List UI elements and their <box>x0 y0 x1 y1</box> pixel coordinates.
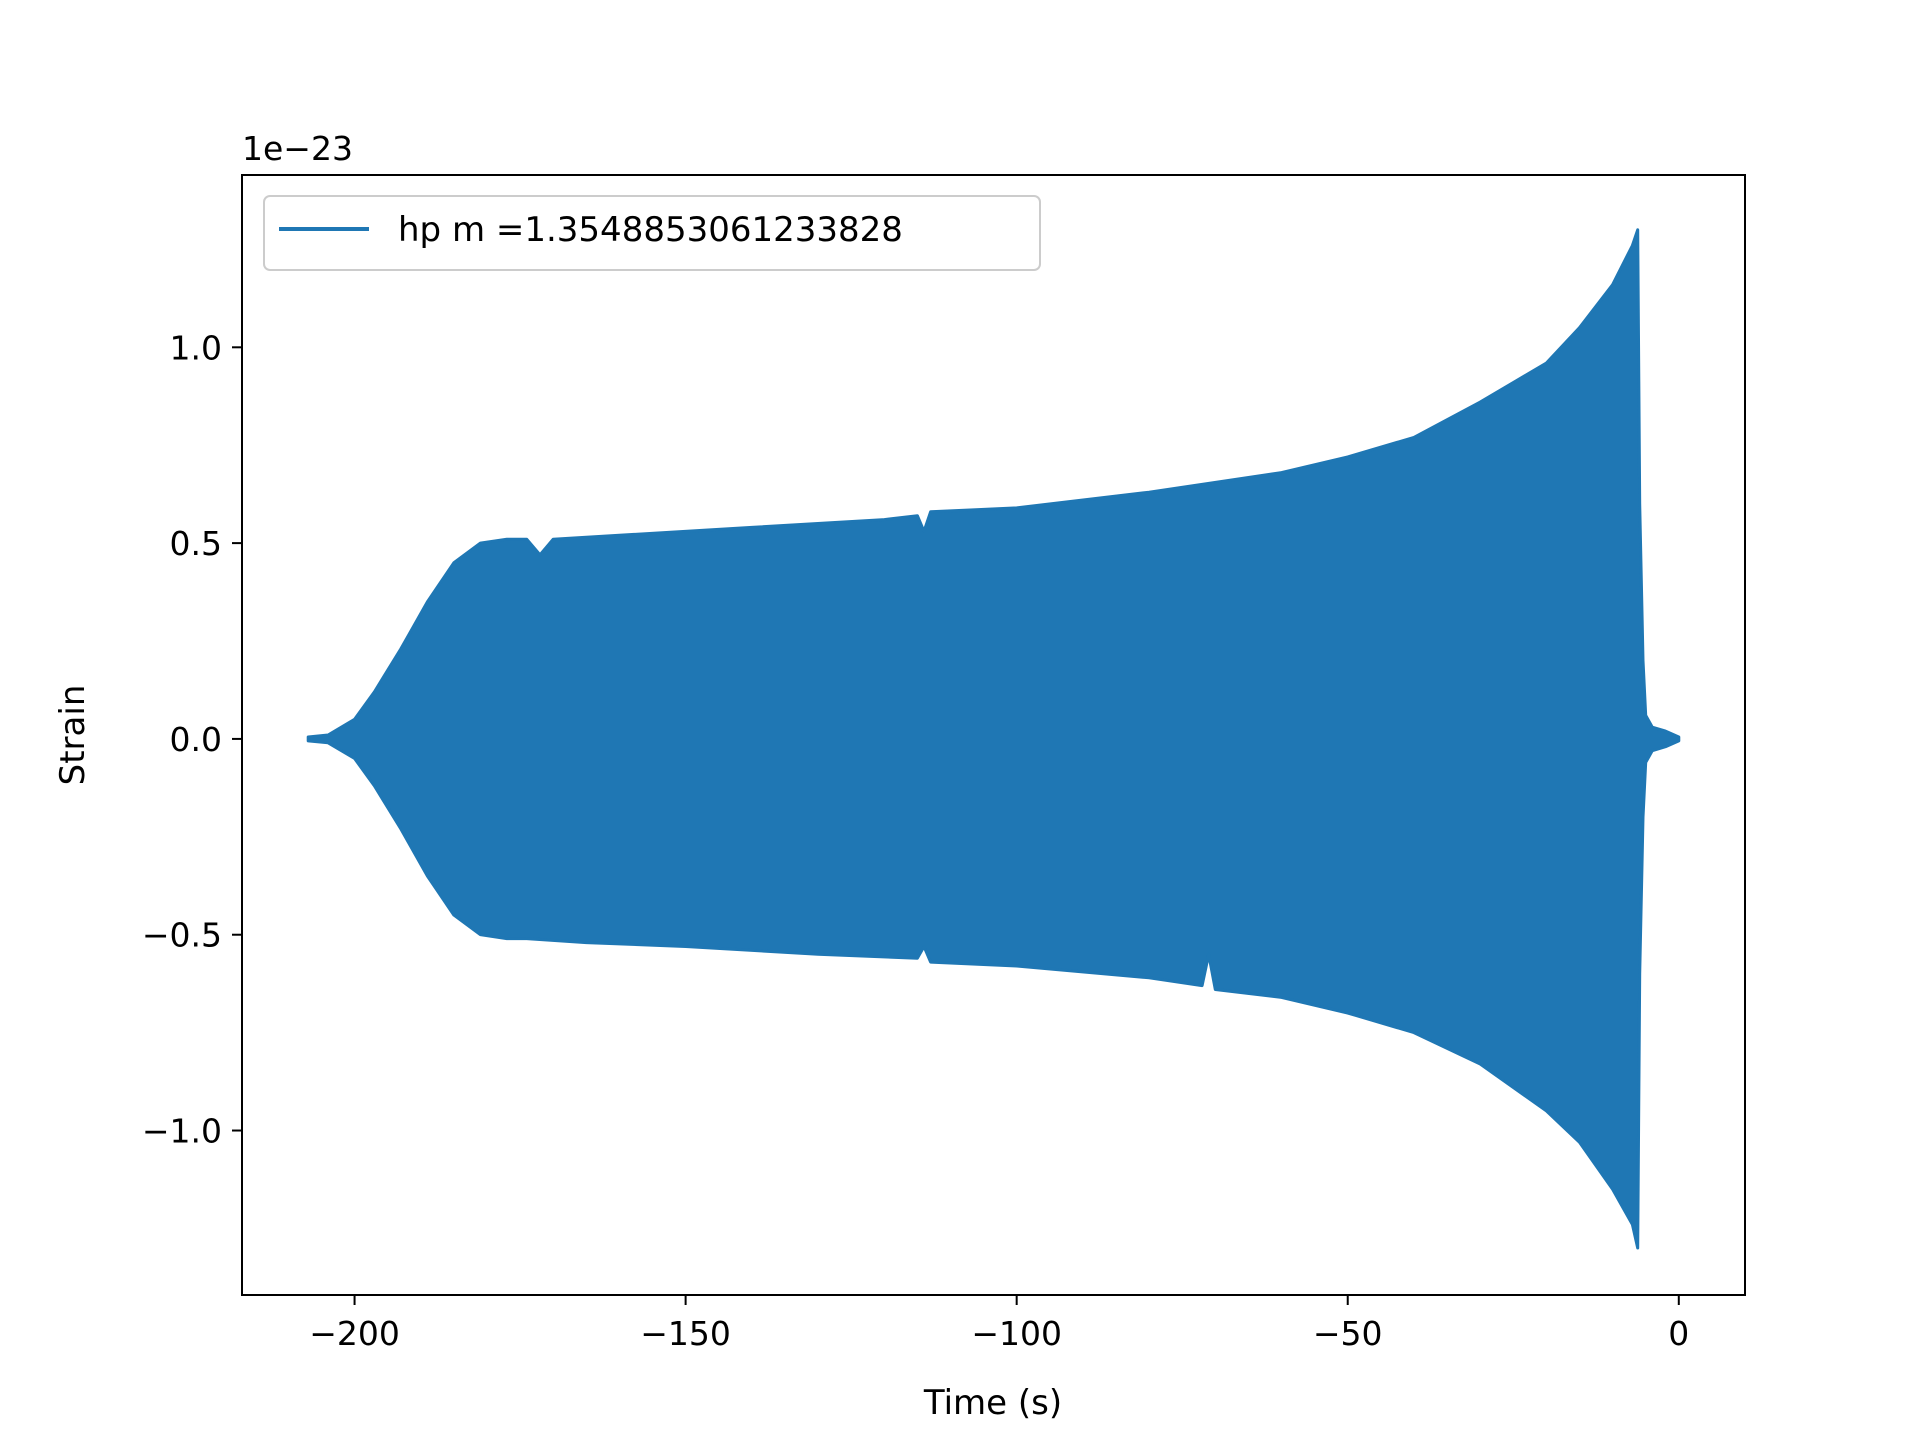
legend-box <box>263 195 1041 271</box>
x-tick-label: −150 <box>640 1314 731 1353</box>
x-tick-label: 0 <box>1668 1314 1689 1353</box>
x-tick-label: −200 <box>309 1314 400 1353</box>
legend-label: hp m =1.3548853061233828 <box>398 210 903 250</box>
y-axis-label: Strain <box>53 685 93 786</box>
y-offset-label: 1e−23 <box>242 129 353 168</box>
y-tick-label: 0.5 <box>170 524 222 563</box>
y-tick-label: −1.0 <box>142 1112 222 1151</box>
y-tick-label: 1.0 <box>170 328 222 367</box>
x-axis: −200 −150 −100 −50 0 <box>309 1295 1689 1353</box>
x-axis-label: Time (s) <box>923 1383 1062 1423</box>
x-tick-label: −100 <box>971 1314 1062 1353</box>
x-tick-label: −50 <box>1313 1314 1383 1353</box>
series-0-waveform <box>306 228 1681 1250</box>
series-layer <box>306 228 1681 1250</box>
y-tick-label: 0.0 <box>170 720 222 759</box>
legend: hp m =1.3548853061233828 <box>263 195 1041 271</box>
plot-frame <box>241 174 1746 1296</box>
y-tick-label: −0.5 <box>142 916 222 955</box>
y-axis: −1.0 −0.5 0.0 0.5 1.0 <box>142 328 242 1151</box>
